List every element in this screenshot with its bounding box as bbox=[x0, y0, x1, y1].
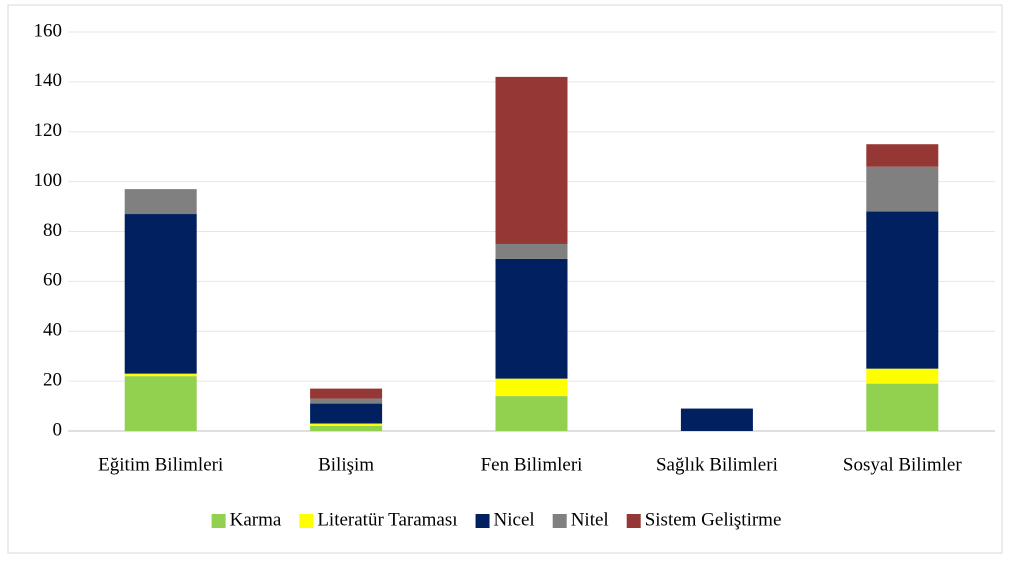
bar-segment bbox=[866, 383, 939, 431]
bar-segment bbox=[124, 214, 197, 374]
bar-segment bbox=[495, 243, 568, 259]
y-tick-label: 160 bbox=[34, 20, 63, 41]
legend-swatch bbox=[626, 514, 641, 528]
bar-segment bbox=[124, 373, 197, 377]
bar-segment bbox=[495, 396, 568, 431]
bar-segment bbox=[866, 144, 939, 167]
y-tick-label: 60 bbox=[43, 270, 62, 291]
legend-label: Sistem Geliştirme bbox=[645, 509, 782, 530]
legend-label: Nitel bbox=[571, 509, 609, 530]
bar-segment bbox=[866, 166, 939, 212]
legend-swatch bbox=[552, 514, 567, 528]
x-tick-label: Bilişim bbox=[318, 454, 374, 475]
y-tick-label: 0 bbox=[53, 419, 63, 440]
bar-segment bbox=[495, 258, 568, 379]
y-tick-label: 140 bbox=[34, 70, 63, 91]
legend-swatch bbox=[211, 514, 226, 528]
y-tick-label: 80 bbox=[43, 220, 62, 241]
legend-swatch bbox=[299, 514, 314, 528]
x-tick-label: Eğitim Bilimleri bbox=[98, 454, 223, 475]
bar-segment bbox=[124, 376, 197, 431]
bar-segment bbox=[310, 426, 383, 431]
bar-segment bbox=[866, 211, 939, 369]
bar-segment bbox=[124, 189, 197, 215]
y-tick-label: 120 bbox=[34, 120, 63, 141]
legend-label: Literatür Taraması bbox=[317, 509, 457, 530]
x-tick-label: Sosyal Bilimler bbox=[843, 454, 962, 475]
bar-segment bbox=[310, 388, 383, 399]
bar-segment bbox=[310, 423, 383, 427]
bar-segment bbox=[495, 76, 568, 244]
bar-segment bbox=[310, 403, 383, 424]
bar-segment bbox=[495, 378, 568, 397]
y-tick-label: 20 bbox=[43, 369, 62, 390]
y-tick-label: 40 bbox=[43, 320, 62, 341]
bar-segment bbox=[680, 408, 753, 431]
x-tick-label: Sağlık Bilimleri bbox=[656, 454, 778, 475]
x-tick-label: Fen Bilimleri bbox=[481, 454, 583, 475]
bar-segment bbox=[866, 368, 939, 384]
bar-segment bbox=[310, 398, 383, 404]
legend-label: Nicel bbox=[494, 509, 535, 530]
y-tick-label: 100 bbox=[34, 170, 63, 191]
legend-label: Karma bbox=[230, 509, 282, 530]
legend-swatch bbox=[475, 514, 490, 528]
